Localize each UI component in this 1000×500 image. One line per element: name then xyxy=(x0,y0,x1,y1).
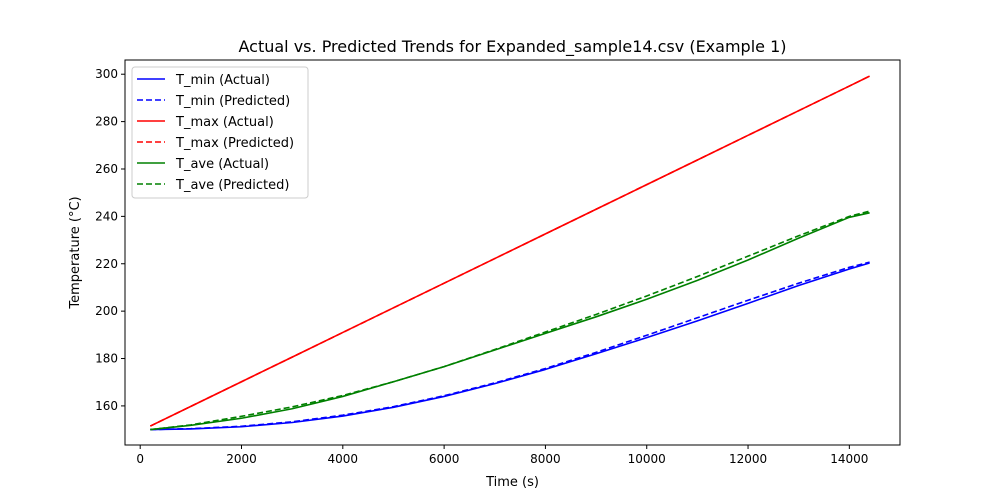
x-tick-label: 14000 xyxy=(830,452,868,466)
x-tick-label: 12000 xyxy=(729,452,767,466)
plot-frame xyxy=(124,59,901,446)
y-axis-label: Temperature (°C) xyxy=(68,196,83,309)
x-axis-label: Time (s) xyxy=(485,475,539,490)
y-tick-label: 220 xyxy=(95,257,118,271)
y-tick-label: 260 xyxy=(95,162,118,176)
x-tick-label: 4000 xyxy=(328,452,359,466)
x-tick-label: 8000 xyxy=(530,452,561,466)
chart-title: Actual vs. Predicted Trends for Expanded… xyxy=(239,37,787,57)
series-line-t-ave-actual xyxy=(150,212,870,431)
series-line-t-min-predicted xyxy=(150,261,870,431)
series-layer xyxy=(149,75,870,431)
y-tick-label: 180 xyxy=(95,352,118,366)
series-line-t-ave-predicted xyxy=(150,210,870,431)
plot-area: 0 2000 4000 6000 8000 10000 12000 14000 160 180 2… xyxy=(95,59,901,466)
y-tick-label: 240 xyxy=(95,209,118,223)
legend-label: T_ave (Predicted) xyxy=(175,178,289,193)
legend-box xyxy=(131,66,309,199)
y-tick-label: 300 xyxy=(95,67,118,81)
y-tick-label: 200 xyxy=(95,304,118,318)
y-axis-ticks: 160 180 200 220 240 260 280 300 xyxy=(95,67,125,413)
y-tick-label: 280 xyxy=(95,115,118,129)
legend-label: T_max (Actual) xyxy=(175,115,274,130)
series-line-t-max-predicted xyxy=(149,75,870,427)
legend-label: T_min (Predicted) xyxy=(175,94,290,109)
x-tick-label: 6000 xyxy=(429,452,460,466)
x-tick-label: 2000 xyxy=(226,452,257,466)
x-axis-ticks: 0 2000 4000 6000 8000 10000 12000 14000 xyxy=(136,445,868,466)
x-tick-label: 0 xyxy=(136,452,144,466)
legend: T_min (Actual) T_min (Predicted) T_max (Ac… xyxy=(131,66,309,199)
legend-label: T_ave (Actual) xyxy=(175,157,269,172)
x-tick-label: 10000 xyxy=(628,452,666,466)
y-tick-label: 160 xyxy=(95,399,118,413)
legend-label: T_max (Predicted) xyxy=(175,136,294,151)
legend-label: T_min (Actual) xyxy=(175,73,270,88)
legend-items: T_min (Actual) T_min (Predicted) T_max (Ac… xyxy=(137,73,294,193)
